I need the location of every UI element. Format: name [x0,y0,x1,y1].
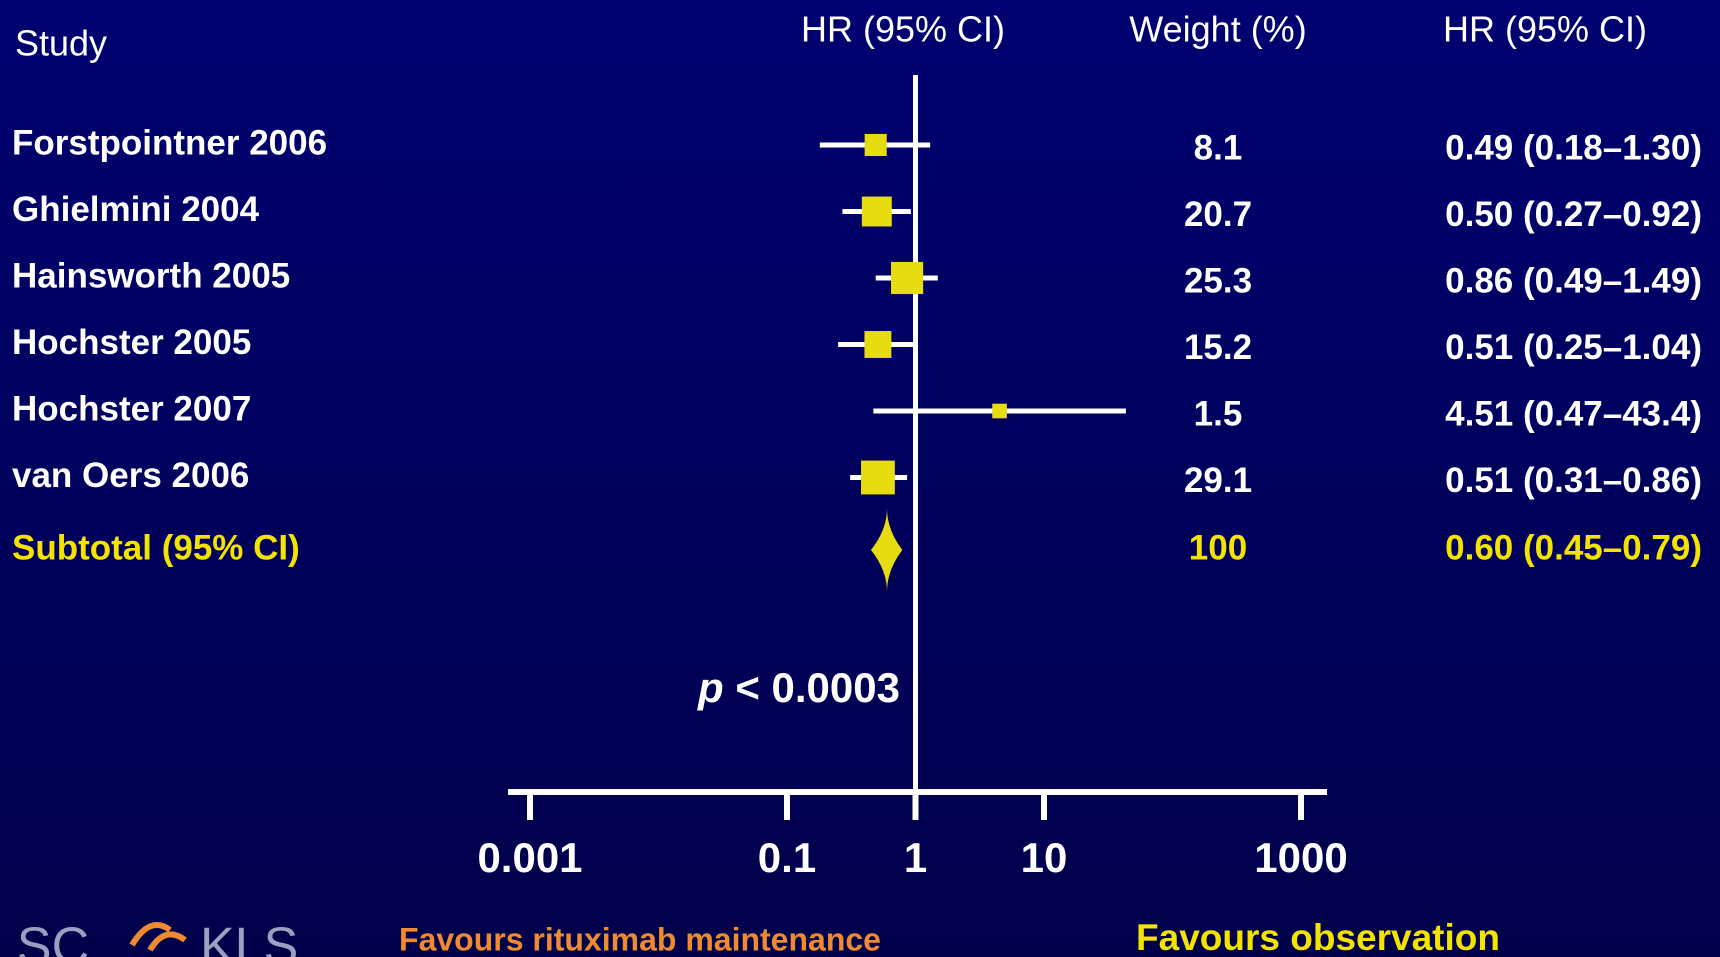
p-symbol: p [697,664,724,711]
study-name: van Oers 2006 [12,456,249,495]
x-tick-label: 0.001 [477,834,582,881]
subtotal-diamond [870,508,903,592]
estimate: 0.51 (0.31–0.86) [1445,461,1702,500]
estimate: 0.49 (0.18–1.30) [1445,128,1702,167]
study-name: Ghielmini 2004 [12,190,260,229]
estimate: 0.86 (0.49–1.49) [1445,261,1702,300]
subtotal-name: Subtotal (95% CI) [12,528,300,567]
study-name: Hochster 2005 [12,323,251,362]
header-study: Study [15,23,107,64]
logo-icon [129,922,187,952]
favours-left: Favours rituximab maintenance [399,921,881,957]
hr-marker [861,196,892,227]
favours-right: Favours observation [1136,917,1500,957]
hr-marker [864,331,892,358]
estimate: 0.51 (0.25–1.04) [1445,328,1702,367]
study-name: Hainsworth 2005 [12,256,290,295]
weight: 29.1 [1184,461,1252,500]
estimate: 4.51 (0.47–43.4) [1445,394,1702,433]
logo-left: LSC [0,918,89,957]
weight: 15.2 [1184,328,1252,367]
p-text: < 0.0003 [735,664,900,711]
weight: 20.7 [1184,195,1252,234]
p-value: p < 0.0003 [697,664,900,711]
hr-marker [992,403,1007,419]
header-estimate: HR (95% CI) [1443,9,1647,50]
x-tick-label: 0.1 [758,834,816,881]
logo-right: KLS [200,918,298,957]
x-tick-label: 1 [904,834,927,881]
x-tick-label: 10 [1021,834,1068,881]
subtotal-weight: 100 [1189,528,1247,567]
x-tick-label: 1000 [1254,834,1347,881]
weight: 1.5 [1194,394,1243,433]
study-name: Hochster 2007 [12,389,251,428]
subtotal-estimate: 0.60 (0.45–0.79) [1445,528,1702,567]
hr-marker [861,460,895,495]
weight: 8.1 [1194,128,1243,167]
hr-marker [891,261,924,295]
header-weight: Weight (%) [1129,9,1306,50]
weight: 25.3 [1184,261,1252,300]
study-name: Forstpointner 2006 [12,123,327,162]
header-plot: HR (95% CI) [801,9,1005,50]
hr-marker [864,133,887,157]
estimate: 0.50 (0.27–0.92) [1445,195,1702,234]
